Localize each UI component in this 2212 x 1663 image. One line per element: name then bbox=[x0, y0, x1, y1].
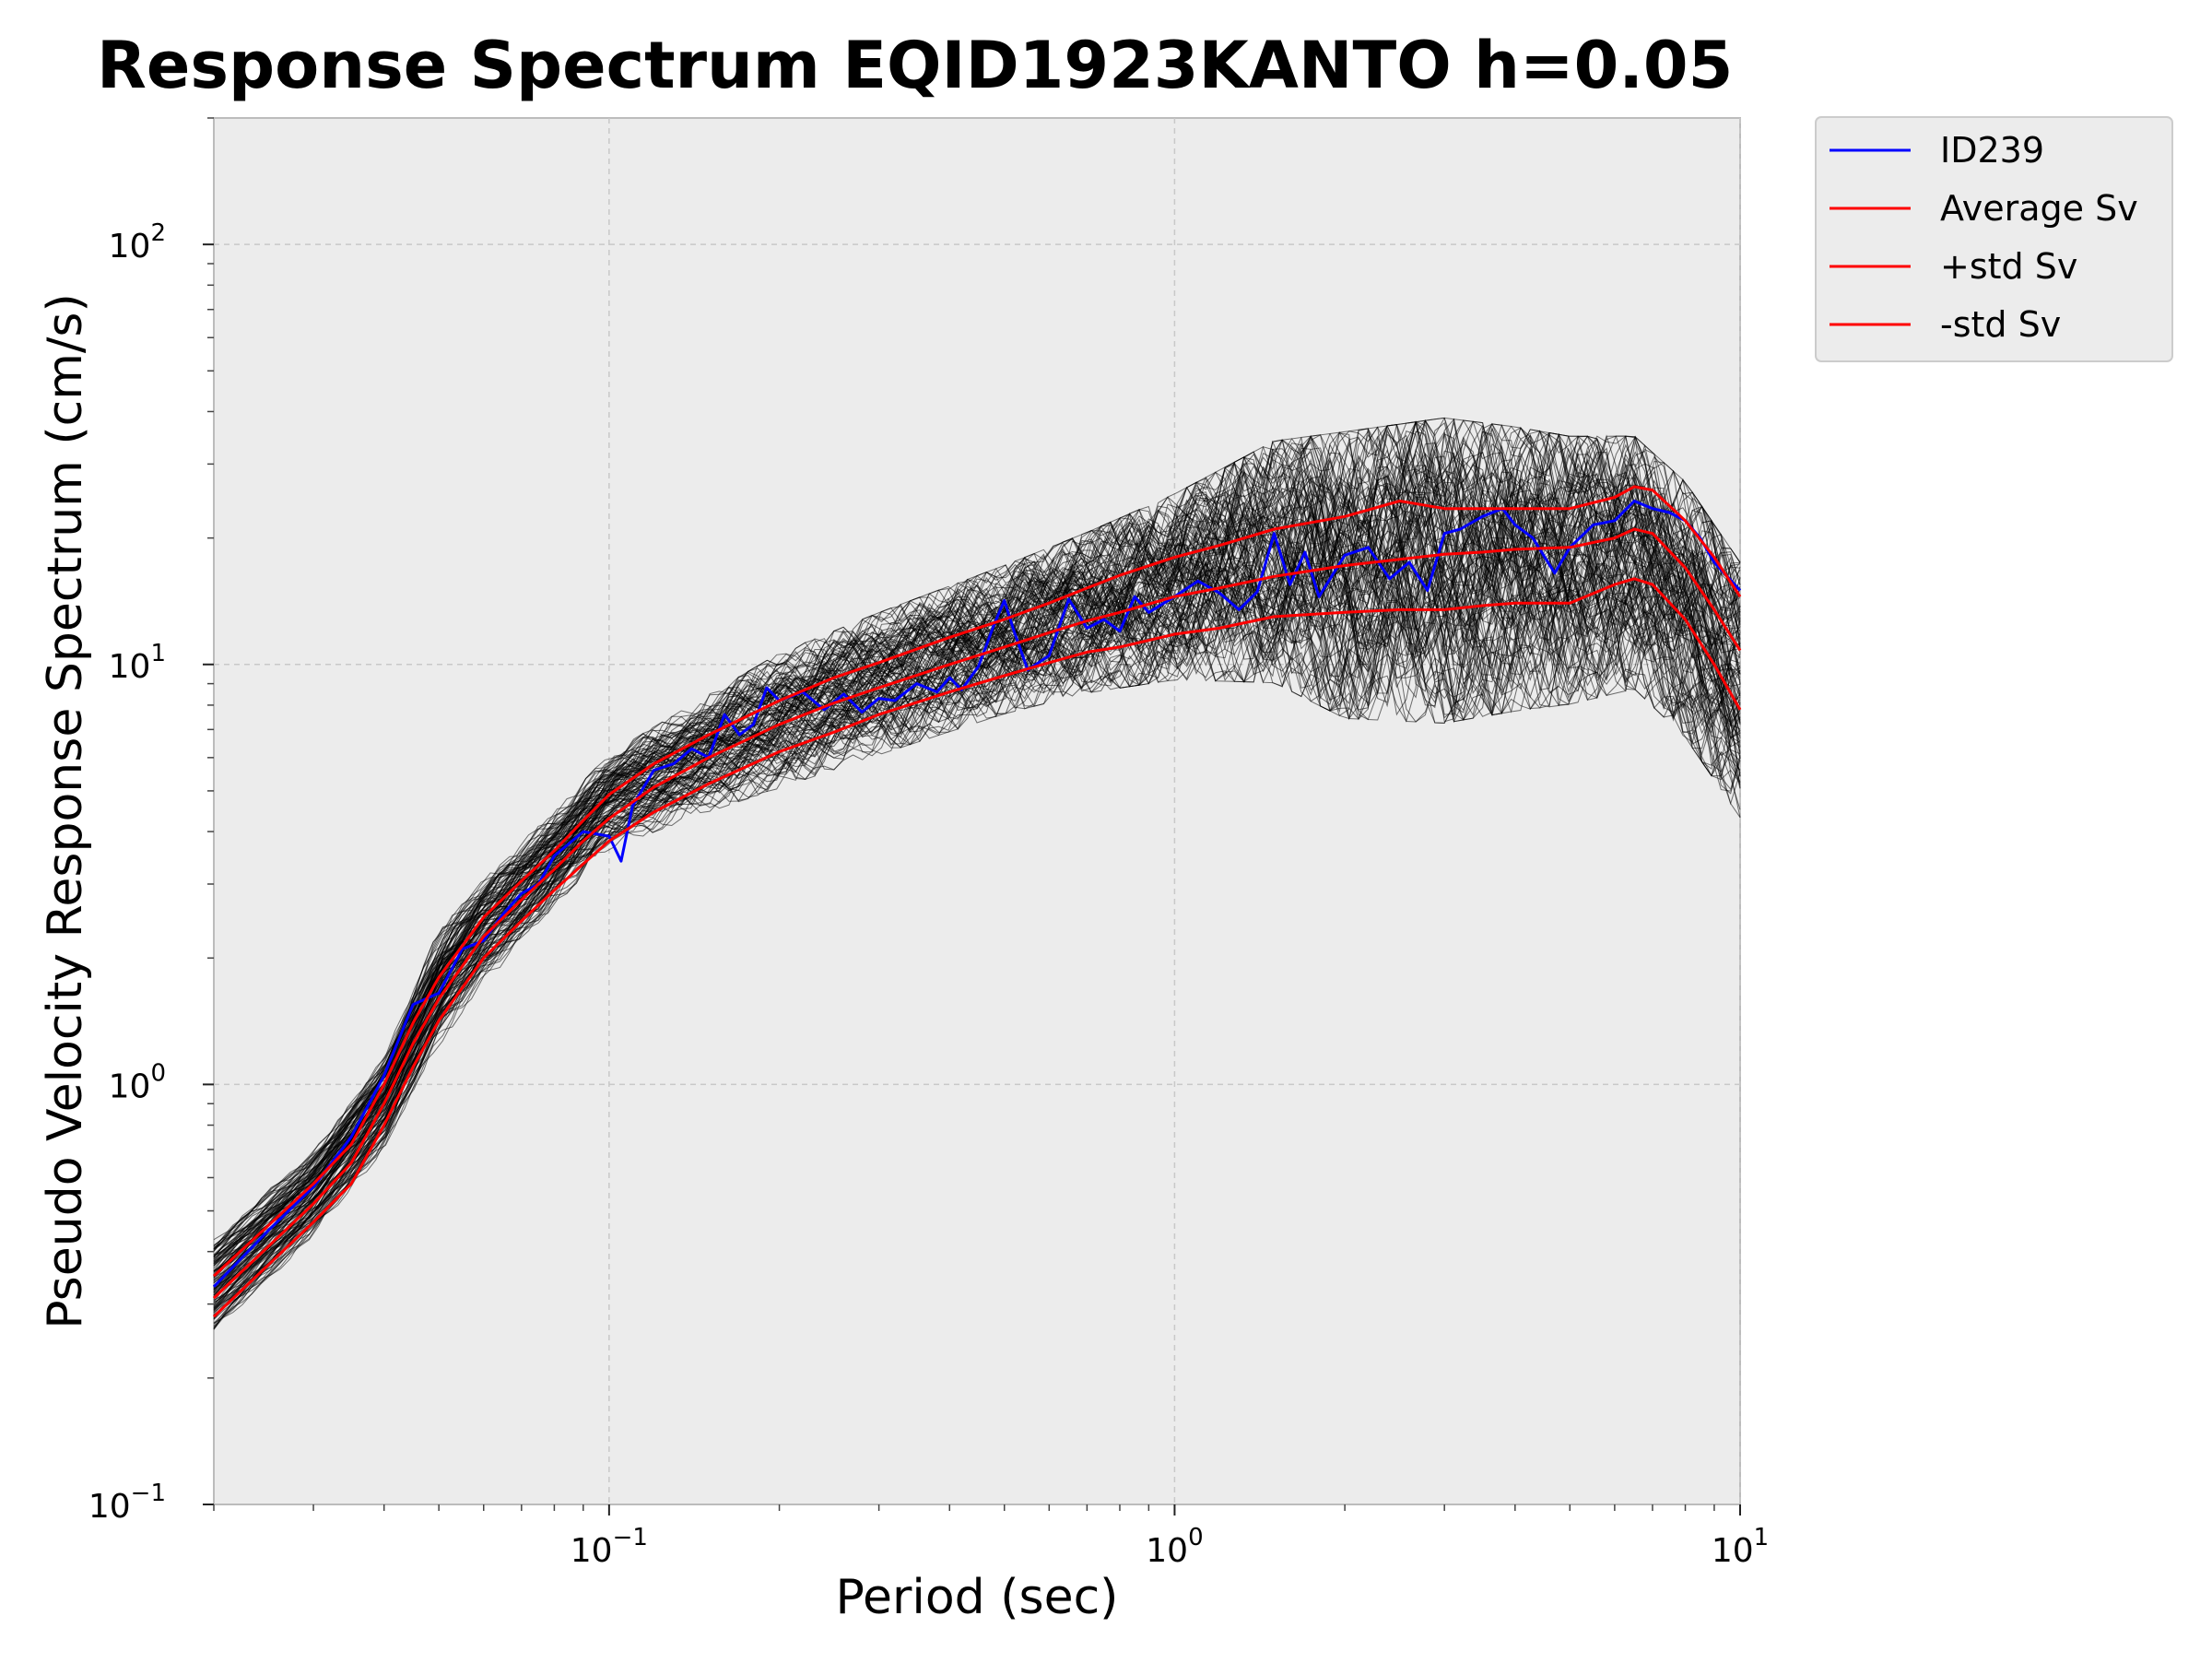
series-line-average-sv bbox=[212, 527, 1742, 1300]
ensemble-trace bbox=[213, 420, 1741, 1256]
ensemble-trace bbox=[213, 419, 1741, 1248]
ensemble-trace bbox=[213, 590, 1741, 1328]
ensemble-trace bbox=[213, 513, 1741, 1293]
legend-label: -std Sv bbox=[1940, 304, 2061, 345]
ensemble-trace bbox=[213, 562, 1741, 1319]
legend-label: ID239 bbox=[1940, 130, 2044, 171]
ensemble-trace bbox=[213, 602, 1741, 1329]
ensemble-trace bbox=[213, 556, 1741, 1318]
ensemble-trace bbox=[213, 568, 1741, 1316]
ensemble-trace bbox=[213, 453, 1741, 1276]
series-lines bbox=[212, 485, 1742, 1318]
plot-area bbox=[213, 117, 1741, 1505]
x-tick-label: 101 bbox=[1712, 1524, 1769, 1570]
chart-title: Response Spectrum EQID1923KANTO h=0.05 bbox=[97, 28, 1733, 103]
ensemble-trace bbox=[213, 421, 1741, 1246]
legend-label: +std Sv bbox=[1940, 246, 2077, 287]
x-tick-label: 100 bbox=[1146, 1524, 1203, 1570]
y-tick-label: 102 bbox=[109, 219, 166, 265]
x-tick-label: 10−1 bbox=[571, 1524, 648, 1570]
ensemble-trace bbox=[213, 557, 1741, 1315]
legend-label: Average Sv bbox=[1940, 188, 2138, 229]
y-axis-label: Pseudo Velocity Response Spectrum (cm/s) bbox=[38, 293, 93, 1329]
ensemble-trace bbox=[213, 595, 1741, 1325]
ensemble-trace bbox=[213, 419, 1741, 1258]
legend-box bbox=[1815, 116, 2173, 362]
y-tick-label: 10−1 bbox=[88, 1480, 166, 1526]
y-tick-label: 100 bbox=[109, 1059, 166, 1105]
ensemble-trace bbox=[213, 418, 1741, 1257]
series-line-std-sv bbox=[212, 577, 1742, 1318]
x-axis-label: Period (sec) bbox=[836, 1570, 1119, 1625]
legend: ID239 Average Sv +std Sv -std Sv bbox=[1815, 116, 2173, 362]
ensemble-trace bbox=[213, 592, 1741, 1330]
y-tick-label: 101 bbox=[109, 640, 166, 686]
axis-ticks: 10−1 100 101 10−1 100 101 102 bbox=[88, 117, 1769, 1570]
series-line-std-sv bbox=[212, 485, 1742, 1278]
ensemble-trace bbox=[213, 459, 1741, 1276]
ensemble-trace bbox=[213, 423, 1741, 1250]
ensemble-trace bbox=[213, 492, 1741, 1293]
